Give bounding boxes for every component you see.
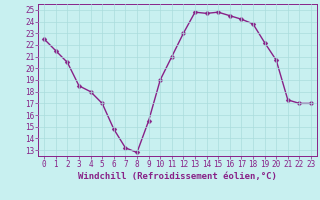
X-axis label: Windchill (Refroidissement éolien,°C): Windchill (Refroidissement éolien,°C): [78, 172, 277, 181]
